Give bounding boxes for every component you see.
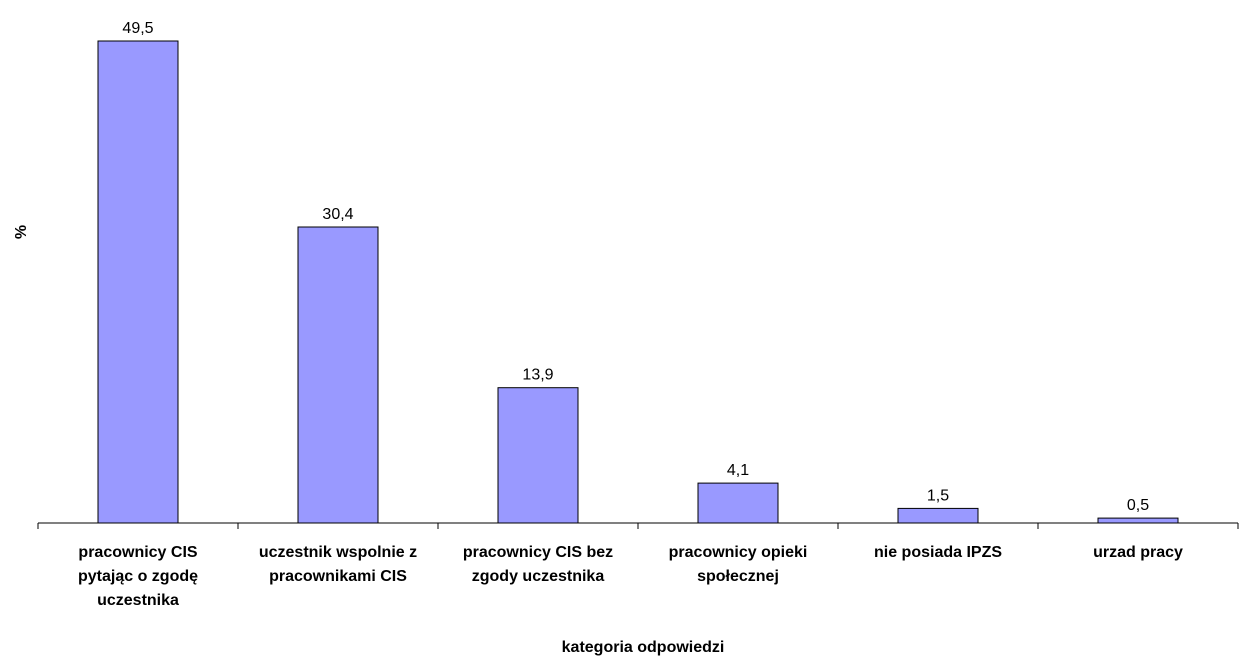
data-label: 30,4 <box>322 206 353 223</box>
data-label: 4,1 <box>727 462 749 479</box>
y-axis-title: % <box>13 225 30 239</box>
data-label: 49,5 <box>122 20 153 37</box>
x-tick-label: pracownicy CIS bez zgody uczestnika <box>463 544 613 585</box>
plot-area: 49,5 pracownicy CIS pytając o zgodę uczestn… <box>37 20 1239 609</box>
data-label: 0,5 <box>1127 497 1149 514</box>
x-axis-title: kategoria odpowiedzi <box>562 639 725 656</box>
bar <box>697 482 779 524</box>
bar <box>297 226 379 524</box>
data-label: 13,9 <box>522 367 553 384</box>
x-tick-label: pracownicy CIS pytając o zgodę uczestnika <box>78 544 198 609</box>
bar <box>1097 517 1179 524</box>
x-tick-label: urzad pracy <box>1093 544 1183 561</box>
bar <box>97 40 179 524</box>
x-tick-label: uczestnik wspolnie z pracownikami CIS <box>259 544 417 585</box>
bar <box>497 387 579 524</box>
x-tick-label: pracownicy opieki społecznej <box>669 544 808 585</box>
bar <box>897 507 979 524</box>
data-label: 1,5 <box>927 487 949 504</box>
x-tick-label: nie posiada IPZS <box>874 544 1002 561</box>
